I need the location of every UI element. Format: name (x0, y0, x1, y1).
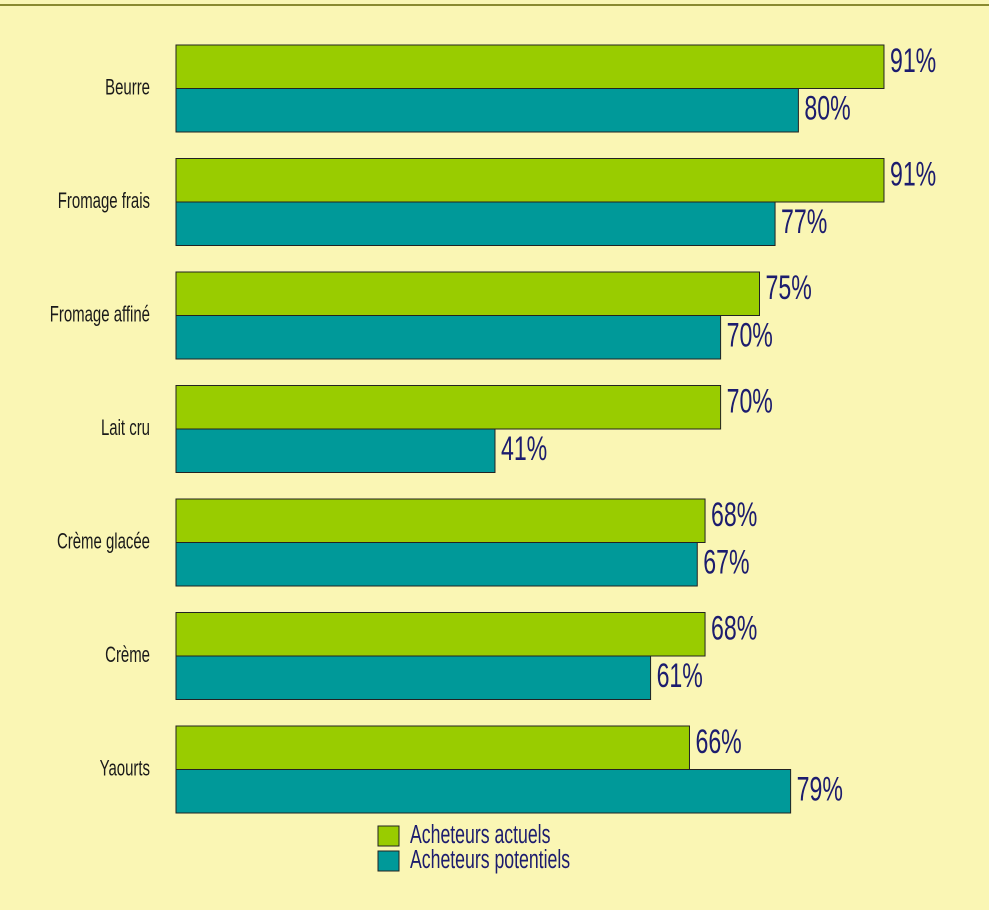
category-label: Crème (105, 642, 150, 667)
category-label: Lait cru (101, 415, 150, 440)
legend-swatch (377, 850, 400, 872)
value-label: 91% (890, 43, 936, 80)
bar (175, 315, 722, 360)
value-label: 67% (703, 544, 749, 581)
value-label: 61% (657, 658, 703, 695)
value-label: 79% (797, 771, 843, 808)
bar (175, 385, 722, 430)
bar (175, 542, 698, 587)
value-label: 66% (695, 724, 741, 761)
value-label: 77% (781, 204, 827, 241)
category-label: Crème glacée (57, 528, 150, 553)
bar (175, 655, 652, 700)
category-label: Fromage affiné (50, 301, 150, 326)
value-label: 80% (804, 90, 850, 127)
category-label: Yaourts (100, 755, 150, 780)
bar (175, 498, 706, 543)
value-label: 68% (711, 610, 757, 647)
bar (175, 158, 885, 203)
legend-swatch (377, 825, 400, 847)
bar (175, 428, 496, 473)
bar (175, 769, 792, 814)
value-label: 70% (727, 317, 773, 354)
value-label: 75% (766, 270, 812, 307)
bar (175, 44, 885, 89)
value-label: 70% (727, 383, 773, 420)
bar (175, 201, 776, 246)
value-label: 91% (890, 156, 936, 193)
category-label: Fromage frais (58, 188, 150, 213)
value-label: 68% (711, 497, 757, 534)
bar (175, 725, 690, 770)
legend-label: Acheteurs actuels (410, 819, 550, 848)
bar (175, 612, 706, 657)
legend-label: Acheteurs potentiels (410, 844, 570, 873)
bar (175, 88, 799, 133)
category-label: Beurre (105, 74, 150, 99)
value-label: 41% (501, 431, 547, 468)
bar (175, 271, 760, 316)
